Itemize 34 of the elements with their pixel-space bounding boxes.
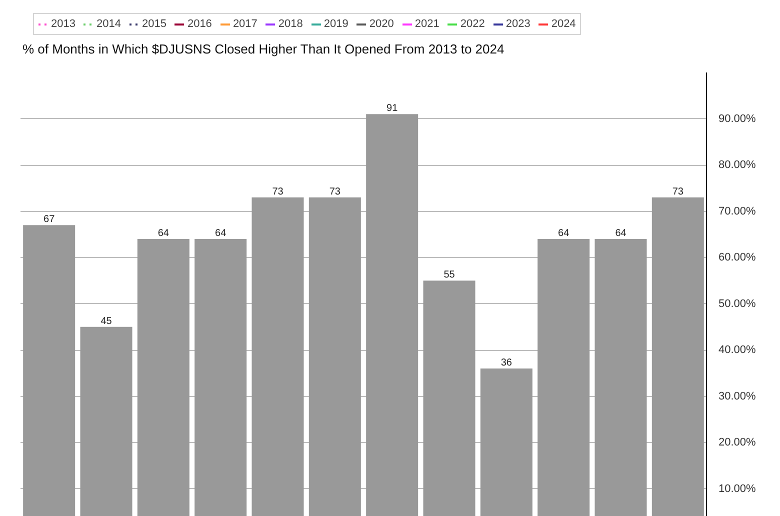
- legend-label: 2024: [551, 18, 576, 30]
- y-tick-label: 50.00%: [718, 298, 756, 310]
- legend-label: 2023: [506, 18, 530, 30]
- data-label: 64: [158, 228, 170, 239]
- legend-label: 2019: [324, 18, 348, 30]
- legend-label: 2015: [142, 18, 166, 30]
- y-tick-label: 60.00%: [718, 252, 756, 264]
- y-tick-label: 20.00%: [718, 436, 756, 448]
- data-label: 64: [615, 228, 627, 239]
- legend-label: 2020: [369, 18, 394, 30]
- data-label: 73: [672, 186, 684, 198]
- data-label: 73: [272, 186, 284, 198]
- chart-title: % of Months in Which $DJUSNS Closed Higher Than It Opened From 2013 to 2024: [22, 42, 504, 56]
- y-tick-label: 30.00%: [718, 390, 756, 402]
- legend-label: 2018: [278, 18, 303, 30]
- legend-label: 2013: [51, 18, 76, 30]
- legend-label: 2017: [232, 18, 258, 30]
- legend-label: 2021: [414, 18, 440, 30]
- y-tick-label: 80.00%: [718, 159, 756, 171]
- data-label: 64: [215, 228, 227, 239]
- y-tick-label: 10.00%: [718, 482, 756, 495]
- data-label: 91: [386, 103, 398, 114]
- y-tick-label: 40.00%: [718, 344, 756, 356]
- data-label: 55: [444, 270, 456, 281]
- legend-label: 2016: [187, 18, 212, 30]
- legend-label: 2014: [96, 18, 121, 30]
- data-label: 64: [558, 228, 570, 239]
- data-label: 36: [500, 358, 512, 368]
- data-label: 73: [329, 186, 341, 198]
- legend-label: 2022: [460, 18, 485, 30]
- data-label: 67: [44, 214, 56, 226]
- data-label: 45: [100, 316, 112, 327]
- y-tick-label: 90.00%: [718, 112, 756, 125]
- y-tick-label: 70.00%: [718, 205, 756, 218]
